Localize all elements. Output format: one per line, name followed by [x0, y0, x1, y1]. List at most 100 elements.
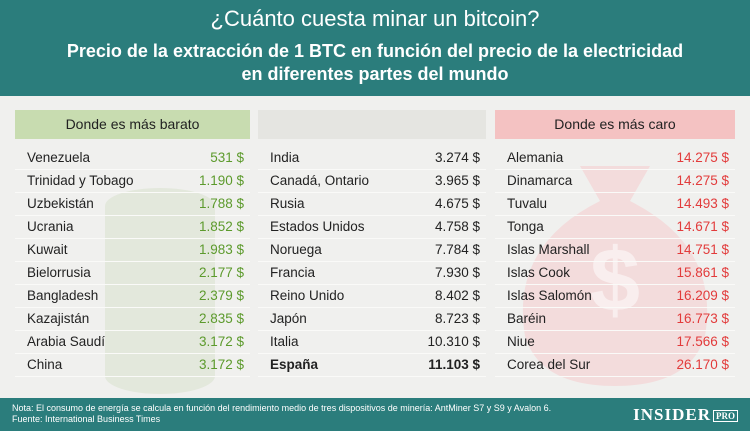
table-row: Italia 10.310 $ — [258, 331, 486, 354]
country: Corea del Sur — [507, 357, 591, 372]
country: Dinamarca — [507, 173, 573, 188]
table-row: Reino Unido 8.402 $ — [258, 285, 486, 308]
title: ¿Cuánto cuesta minar un bitcoin? — [210, 6, 540, 31]
column: Donde es más caro Alemania 14.275 $ Dinama… — [495, 110, 735, 377]
cost: 26.170 $ — [676, 357, 729, 372]
header: ¿Cuánto cuesta minar un bitcoin? Precio … — [0, 0, 750, 96]
rows: India 3.274 $ Canadá, Ontario 3.965 $ Rusia 4… — [258, 147, 486, 377]
notes: Nota: El consumo de energía se calcula e… — [12, 403, 551, 425]
country: Islas Salomón — [507, 288, 592, 303]
country: Alemania — [507, 150, 564, 165]
rows: Alemania 14.275 $ Dinamarca 14.275 $ Tuvalu 1… — [495, 147, 735, 377]
logo-badge: PRO — [713, 410, 738, 423]
country: Estados Unidos — [270, 219, 365, 234]
column-heading: Donde es más caro — [495, 110, 735, 139]
table-row: España 11.103 $ — [258, 354, 486, 377]
note: Fuente: International Business Times — [12, 414, 161, 424]
country: Ucrania — [27, 219, 74, 234]
cost: 4.758 $ — [434, 219, 480, 234]
table-row: Arabia Saudí 3.172 $ — [15, 331, 250, 354]
country: Niue — [507, 334, 535, 349]
table-row: Corea del Sur 26.170 $ — [495, 354, 735, 377]
footer: Nota: El consumo de energía se calcula e… — [0, 398, 750, 431]
table-row: Noruega 7.784 $ — [258, 239, 486, 262]
table-row: Francia 7.930 $ — [258, 262, 486, 285]
subtitle-line: Precio de la extracción de 1 BTC en func… — [66, 41, 684, 61]
country: Arabia Saudí — [27, 334, 106, 349]
table-row: Tuvalu 14.493 $ — [495, 193, 735, 216]
country: Rusia — [270, 196, 305, 211]
cost: 1.190 $ — [198, 173, 244, 188]
table-row: China 3.172 $ — [15, 354, 250, 377]
cost: 14.493 $ — [676, 196, 729, 211]
country: Tuvalu — [507, 196, 548, 211]
table-row: Islas Cook 15.861 $ — [495, 262, 735, 285]
cost: 3.274 $ — [434, 150, 480, 165]
cost: 4.675 $ — [434, 196, 480, 211]
country: Canadá, Ontario — [270, 173, 370, 188]
country: Japón — [270, 311, 307, 326]
cost: 14.671 $ — [676, 219, 729, 234]
table-row: Estados Unidos 4.758 $ — [258, 216, 486, 239]
table-row: Canadá, Ontario 3.965 $ — [258, 170, 486, 193]
cost: 17.566 $ — [676, 334, 729, 349]
country: Bielorrusia — [27, 265, 91, 280]
column-heading: Donde es más barato — [15, 110, 250, 139]
subtitle-line: en diferentes partes del mundo — [241, 64, 509, 84]
table-row: Ucrania 1.852 $ — [15, 216, 250, 239]
country: India — [270, 150, 300, 165]
table-row: Venezuela 531 $ — [15, 147, 250, 170]
country: Islas Cook — [507, 265, 571, 280]
column: Donde es más barato Venezuela 531 $ Trinid… — [15, 110, 250, 377]
table-row: Dinamarca 14.275 $ — [495, 170, 735, 193]
country: Noruega — [270, 242, 322, 257]
table-row: Baréin 16.773 $ — [495, 308, 735, 331]
column: India 3.274 $ Canadá, Ontario 3.965 $ Rusia 4… — [258, 110, 486, 377]
cost: 14.751 $ — [676, 242, 729, 257]
country: Islas Marshall — [507, 242, 590, 257]
cost: 1.983 $ — [198, 242, 244, 257]
country: Bangladesh — [27, 288, 99, 303]
cost: 2.177 $ — [198, 265, 244, 280]
country: Italia — [270, 334, 299, 349]
cost: 2.835 $ — [198, 311, 244, 326]
table-row: Uzbekistán 1.788 $ — [15, 193, 250, 216]
country: Kazajistán — [27, 311, 90, 326]
table-row: India 3.274 $ — [258, 147, 486, 170]
cost: 3.965 $ — [434, 173, 480, 188]
table-row: Japón 8.723 $ — [258, 308, 486, 331]
cost: 16.209 $ — [676, 288, 729, 303]
cost: 7.784 $ — [434, 242, 480, 257]
cost: 11.103 $ — [428, 357, 480, 372]
country: Baréin — [507, 311, 547, 326]
table-row: Bangladesh 2.379 $ — [15, 285, 250, 308]
table-row: Niue 17.566 $ — [495, 331, 735, 354]
country: España — [270, 357, 319, 372]
country: China — [27, 357, 63, 372]
column-heading — [258, 110, 486, 139]
country: Reino Unido — [270, 288, 345, 303]
table-row: Islas Marshall 14.751 $ — [495, 239, 735, 262]
rows: Venezuela 531 $ Trinidad y Tobago 1.190 $ Uz… — [15, 147, 250, 377]
cost: 8.723 $ — [434, 311, 480, 326]
table-row: Alemania 14.275 $ — [495, 147, 735, 170]
background-art: $ — [105, 166, 708, 394]
cost: 14.275 $ — [676, 150, 729, 165]
note: Nota: El consumo de energía se calcula e… — [12, 403, 552, 413]
table-row: Rusia 4.675 $ — [258, 193, 486, 216]
cost: 14.275 $ — [676, 173, 729, 188]
country: Francia — [270, 265, 316, 280]
cost: 15.861 $ — [676, 265, 729, 280]
svg-text:$: $ — [590, 231, 640, 331]
table-row: Kazajistán 2.835 $ — [15, 308, 250, 331]
subtitle: Precio de la extracción de 1 BTC en func… — [0, 40, 750, 86]
country: Trinidad y Tobago — [27, 173, 134, 188]
country: Uzbekistán — [27, 196, 94, 211]
logo-text: INSIDER — [633, 405, 711, 424]
cost: 3.172 $ — [198, 334, 244, 349]
table-row: Islas Salomón 16.209 $ — [495, 285, 735, 308]
table-row: Tonga 14.671 $ — [495, 216, 735, 239]
country: Venezuela — [27, 150, 91, 165]
cost: 3.172 $ — [198, 357, 244, 372]
